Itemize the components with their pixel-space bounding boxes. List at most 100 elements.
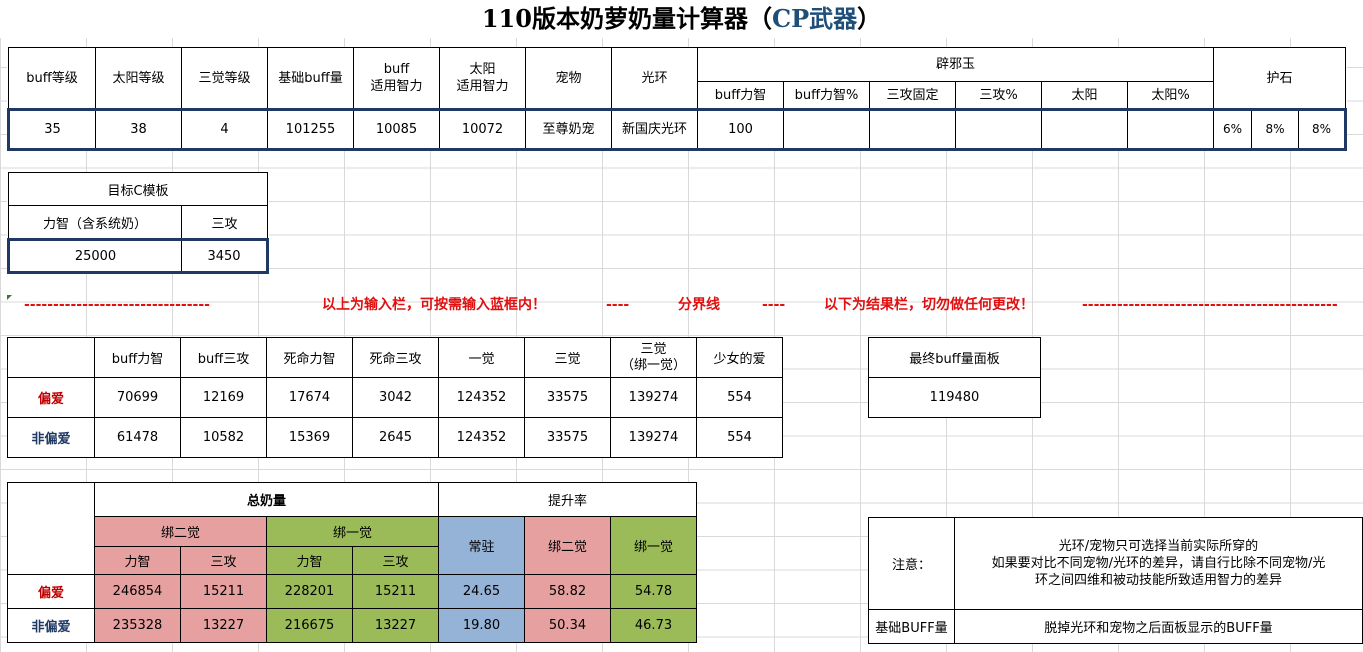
input-pixie-sun[interactable] [1041,109,1128,150]
input-pet[interactable]: 至尊奶宠 [525,109,612,150]
table-cell: 15211 [352,574,439,609]
table-cell: 13227 [352,608,439,643]
table-cell: 15369 [266,417,353,458]
total-table: 总奶量 提升率 绑二觉 绑一觉 常驻 绑二觉 绑一觉 力智 三攻 力智 三攻 偏… [7,482,697,643]
total-sub-stat: 力智 [266,546,353,575]
input-pixie-atk-pct[interactable] [955,109,1042,150]
table-cell: 2645 [352,417,439,458]
base-buff-text: 脱掉光环和宠物之后面板显示的BUFF量 [954,609,1363,644]
row-label: 非偏爱 [7,608,95,643]
header-base-buff: 基础buff量 [267,47,354,110]
input-pixie-sun-pct[interactable] [1127,109,1214,150]
header-buff-int: buff 适用智力 [353,47,440,110]
divider-text-center: 分界线 [678,297,720,313]
header-buff-level: buff等级 [8,47,96,110]
input-pixie-buff-stat[interactable]: 100 [697,109,784,150]
divider-dashes-left: -------------------------------- [24,297,210,313]
table-cell: 46.73 [610,608,697,643]
divider-text-input: 以上为输入栏，可按需输入蓝框内！ [322,297,546,313]
base-buff-label: 基础BUFF量 [868,609,955,644]
table-cell: 216675 [266,608,353,643]
final-buff-value: 119480 [868,377,1041,418]
input-base-buff[interactable]: 101255 [267,109,354,150]
header-awaken3-level: 三觉等级 [181,47,268,110]
header-pixie-sun-pct: 太阳% [1127,81,1214,110]
notes-table: 注意： 光环/宠物只可选择当前实际所穿的 如果要对比不同宠物/光环的差异，请自行… [868,517,1363,644]
header-aura: 光环 [611,47,698,110]
input-buff-level[interactable]: 35 [8,109,96,150]
note-label: 注意： [868,517,955,610]
note-text: 光环/宠物只可选择当前实际所穿的 如果要对比不同宠物/光环的差异，请自行比除不同… [954,517,1363,610]
total-bind2-header: 绑二觉 [94,516,267,547]
header-pet: 宠物 [525,47,612,110]
result-header-death-atk: 死命三攻 [352,337,439,378]
row-label: 非偏爱 [7,417,95,458]
rise-header-bind1: 绑一觉 [610,516,697,575]
header-stone: 护石 [1213,47,1346,110]
result-header-empty [7,337,95,378]
input-aura[interactable]: 新国庆光环 [611,109,698,150]
table-row: 偏爱 70699 12169 17674 3042 124352 33575 1… [7,377,783,418]
header-pixie-sun: 太阳 [1041,81,1128,110]
title-accent: CP武器 [771,4,858,33]
rise-title: 提升率 [438,482,697,517]
input-buff-int[interactable]: 10085 [353,109,440,150]
table-cell: 235328 [94,608,181,643]
result-header-buff-atk: buff三攻 [180,337,267,378]
table-cell: 12169 [180,377,267,418]
row-label: 偏爱 [7,574,95,609]
table-cell: 13227 [180,608,267,643]
table-cell: 3042 [352,377,439,418]
input-stone-3[interactable]: 8% [1298,109,1346,150]
input-table: buff等级 太阳等级 三觉等级 基础buff量 buff 适用智力 太阳 适用… [7,47,1347,151]
total-sub-atk: 三攻 [180,546,267,575]
target-table: 目标C模板 力智（含系统奶） 三攻 25000 3450 [7,172,269,274]
table-row: 非偏爱 235328 13227 216675 13227 19.80 50.3… [7,608,697,643]
total-bind1-header: 绑一觉 [266,516,439,547]
table-cell: 246854 [94,574,181,609]
table-cell: 554 [696,377,783,418]
input-sun-level[interactable]: 38 [95,109,182,150]
table-cell: 124352 [438,417,525,458]
table-cell: 139274 [610,417,697,458]
target-header-stat: 力智（含系统奶） [8,205,182,240]
table-cell: 54.78 [610,574,697,609]
header-pixie: 辟邪玉 [697,47,1214,82]
header-pixie-atk-fixed: 三攻固定 [869,81,956,110]
divider-text-output: 以下为结果栏，切勿做任何更改！ [824,297,1034,313]
input-sun-int[interactable]: 10072 [439,109,526,150]
total-sub-stat: 力智 [94,546,181,575]
result-header-girl-love: 少女的爱 [696,337,783,378]
cell-comment-marker [7,295,12,300]
total-corner [7,482,95,575]
target-input-atk[interactable]: 3450 [181,239,268,273]
table-cell: 19.80 [438,608,525,643]
header-pixie-buff-stat-pct: buff力智% [783,81,870,110]
divider-sep-1: ---- [606,297,630,313]
total-title: 总奶量 [94,482,439,517]
header-pixie-buff-stat: buff力智 [697,81,784,110]
table-cell: 228201 [266,574,353,609]
total-sub-atk: 三攻 [352,546,439,575]
rise-header-base: 常驻 [438,516,525,575]
target-title: 目标C模板 [8,172,268,206]
input-stone-2[interactable]: 8% [1251,109,1299,150]
result-table: buff力智 buff三攻 死命力智 死命三攻 一觉 三觉 三觉 （绑一觉） 少… [7,337,783,458]
target-input-stat[interactable]: 25000 [8,239,182,273]
header-sun-int: 太阳 适用智力 [439,47,526,110]
table-cell: 33575 [524,417,611,458]
input-stone-1[interactable]: 6% [1213,109,1252,150]
table-cell: 58.82 [524,574,611,609]
table-cell: 15211 [180,574,267,609]
page-title: 110版本奶萝奶量计算器（CP武器） [0,0,1363,38]
input-pixie-atk-fixed[interactable] [869,109,956,150]
final-buff-table: 最终buff量面板 119480 [868,337,1041,418]
table-cell: 139274 [610,377,697,418]
table-cell: 61478 [94,417,181,458]
divider-sep-2: ---- [762,297,786,313]
table-row: 偏爱 246854 15211 228201 15211 24.65 58.82… [7,574,697,609]
rise-header-bind2: 绑二觉 [524,516,611,575]
input-awaken3-level[interactable]: 4 [181,109,268,150]
result-header-awaken3-bind1: 三觉 （绑一觉） [610,337,697,378]
input-pixie-buff-stat-pct[interactable] [783,109,870,150]
